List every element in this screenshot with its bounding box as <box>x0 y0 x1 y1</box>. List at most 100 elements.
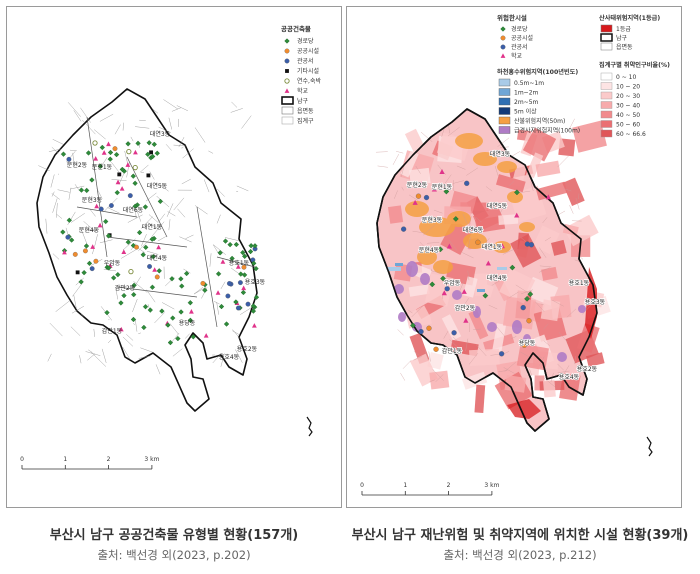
census-block-line <box>111 179 127 181</box>
facility-diamond <box>135 140 141 147</box>
census-block-lines <box>38 99 254 375</box>
vulnerability-patch <box>504 374 527 393</box>
facility-triangle <box>156 244 162 250</box>
vulnerability-patch <box>409 167 431 186</box>
census-block-line <box>485 186 493 192</box>
census-block-line <box>67 211 76 225</box>
census-block-line <box>468 216 472 226</box>
census-block-line <box>80 313 84 317</box>
legend-label: 40 ~ 50 <box>616 112 640 119</box>
facility-triangle <box>418 181 424 187</box>
facility-triangle <box>251 323 257 328</box>
census-block-line <box>216 188 225 197</box>
facility-diamond <box>179 283 185 289</box>
census-block-line <box>172 348 183 357</box>
vulnerability-patch <box>525 152 544 179</box>
census-block-line <box>424 349 429 360</box>
facility-diamond <box>509 264 516 271</box>
census-block-line <box>240 306 254 315</box>
district-label: 대연4동 <box>487 274 508 282</box>
vulnerability-patch <box>498 214 519 226</box>
wildfire-area <box>455 133 483 149</box>
facility-diamond <box>218 303 225 310</box>
vulnerability-patch <box>540 299 561 322</box>
census-block-line <box>582 302 594 315</box>
district-label: 감만1동 <box>102 327 123 335</box>
census-block-line <box>543 340 550 346</box>
district-label: 대연1동 <box>482 243 503 251</box>
census-block-line <box>167 211 176 217</box>
legend-swatch <box>600 91 613 100</box>
census-block-line <box>466 167 479 176</box>
census-block-line <box>420 131 433 142</box>
facility-circle <box>499 351 505 357</box>
steep-slope-area <box>398 312 406 322</box>
district-label: 대연1동 <box>142 223 163 231</box>
facility-diamond <box>84 187 90 194</box>
census-block-line <box>51 147 59 154</box>
census-block-line <box>400 372 406 381</box>
facility-triangle <box>431 186 437 192</box>
census-block-line <box>551 299 564 307</box>
legend-label: 관공서 <box>297 57 314 65</box>
census-block-line <box>544 237 551 242</box>
facility-diamond <box>81 269 87 276</box>
legend-label: 학교 <box>511 52 523 60</box>
left-caption: 부산시 남구 공공건축물 유형별 현황(157개) 출처: 백선경 외(2023… <box>4 524 344 563</box>
legend-label: 연수,숙박 <box>297 77 321 85</box>
census-block-line <box>542 217 548 224</box>
census-block-line <box>56 202 58 218</box>
facility-diamond <box>97 163 104 169</box>
flood-area <box>395 263 403 266</box>
district-label: 감만2동 <box>455 304 476 312</box>
legend-symbol <box>284 78 290 84</box>
vulnerability-patch <box>429 370 450 390</box>
census-block-line <box>138 355 151 359</box>
facility-diamond <box>131 282 137 288</box>
district-label: 감만1동 <box>442 347 463 355</box>
coastline-fragment <box>306 416 313 437</box>
census-block-line <box>89 209 96 217</box>
vulnerability-patch <box>427 352 444 370</box>
facility-diamond <box>452 216 459 222</box>
census-block-line <box>176 105 188 111</box>
facility-diamond <box>142 204 149 210</box>
legend-symbol <box>500 53 506 58</box>
scale-tick-label: 0 <box>20 456 24 463</box>
vulnerability-patch <box>469 348 500 367</box>
census-block-line <box>124 150 129 166</box>
facility-triangle <box>133 149 138 155</box>
legend-boundary-swatch <box>281 96 294 105</box>
dong-boundary-line <box>126 156 168 238</box>
steep-slope-area <box>512 320 522 334</box>
census-block-line <box>168 117 172 130</box>
left-caption-source: 출처: 백선경 외(2023, p.202) <box>97 548 251 562</box>
census-block-line <box>539 265 552 268</box>
legend-boundary-swatch <box>281 116 294 125</box>
facility-diamond <box>121 292 127 299</box>
legend-swatch <box>498 116 511 125</box>
census-block-line <box>154 312 165 324</box>
dong-boundary-lines <box>76 116 256 328</box>
vulnerability-patch <box>551 239 567 256</box>
facility-circle <box>89 266 95 272</box>
facility-diamond <box>136 229 143 236</box>
dong-boundary-line <box>76 206 138 218</box>
legend-swatch <box>600 24 613 33</box>
legend-title: 하천홍수위험지역(100년빈도) <box>497 68 578 76</box>
census-block-line <box>57 189 70 193</box>
facility-diamond <box>142 304 149 310</box>
legend-symbol <box>500 35 506 41</box>
facility-circle <box>245 301 251 307</box>
census-block-line <box>415 165 421 174</box>
census-block-line <box>521 289 533 295</box>
facility-diamond <box>99 144 105 151</box>
facility-ring <box>132 164 138 171</box>
namgu-boundary <box>36 88 258 412</box>
facility-diamond <box>131 291 137 298</box>
census-block-line <box>224 237 239 241</box>
legend-swatch <box>600 101 613 109</box>
census-block-line <box>138 332 141 334</box>
facility-circle <box>401 226 407 232</box>
